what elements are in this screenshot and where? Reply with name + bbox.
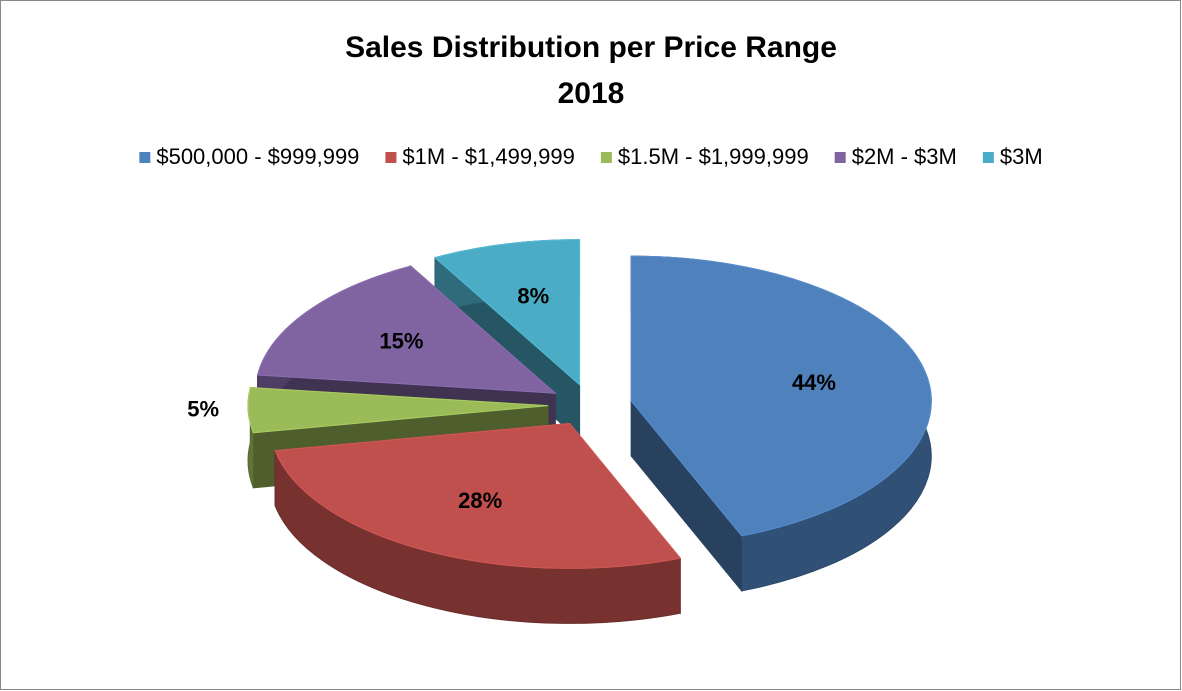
data-label: 5% — [187, 397, 219, 422]
legend-item: $1M - $1,499,999 — [385, 144, 575, 169]
pie: 8% 15% 44% 5% 28% — [187, 239, 932, 624]
data-label: 15% — [379, 328, 423, 353]
slice — [630, 255, 932, 593]
legend-label: $3M — [1000, 144, 1043, 169]
data-label: 44% — [792, 370, 836, 395]
slice-top — [256, 265, 557, 394]
legend-item: $3M — [982, 144, 1043, 169]
chart-title: Sales Distribution per Price Range — [345, 31, 837, 64]
chart-subtitle: 2018 — [558, 77, 625, 110]
legend: $500,000 - $999,999 $1M - $1,499,999 $1.5M… — [139, 144, 1043, 169]
legend-swatch — [834, 152, 846, 163]
slice-top — [630, 255, 932, 537]
data-label: 28% — [458, 488, 502, 513]
legend-label: $1M - $1,499,999 — [402, 144, 574, 169]
legend-swatch — [385, 152, 397, 163]
legend-label: $2M - $3M — [852, 144, 957, 169]
legend-label: $1.5M - $1,999,999 — [618, 144, 809, 169]
legend-label: $500,000 - $999,999 — [156, 144, 359, 169]
legend-swatch — [600, 152, 612, 163]
legend-item: $500,000 - $999,999 — [139, 144, 359, 169]
slice-top — [247, 386, 549, 434]
legend-item: $1.5M - $1,999,999 — [600, 144, 809, 169]
slice — [274, 422, 682, 624]
legend-swatch — [982, 152, 994, 163]
slice-top — [274, 422, 682, 569]
slice-top — [433, 239, 581, 386]
legend-item: $2M - $3M — [834, 144, 957, 169]
data-label: 8% — [517, 283, 549, 308]
legend-swatch — [139, 152, 151, 163]
